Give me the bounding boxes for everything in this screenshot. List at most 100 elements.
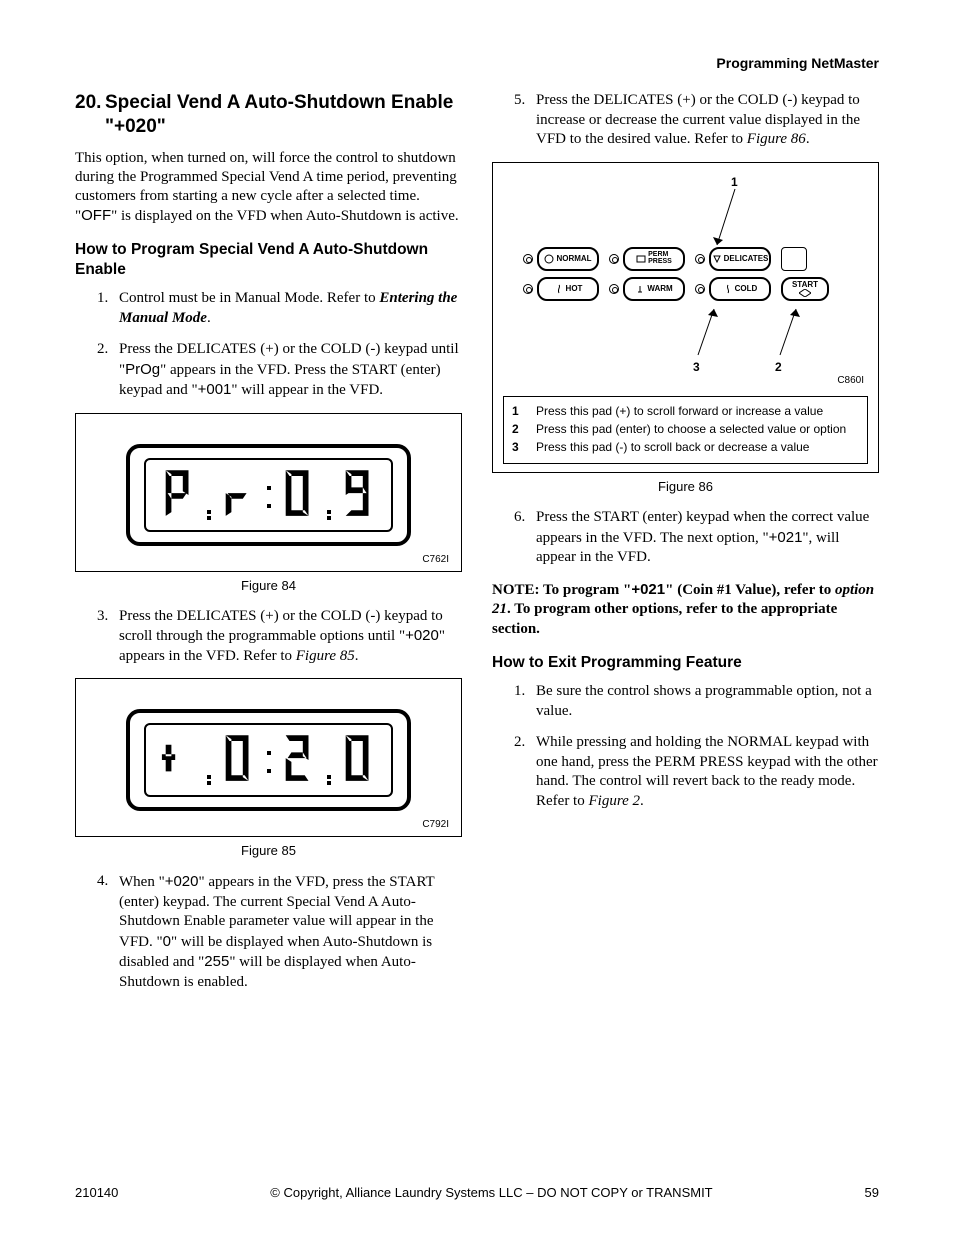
footer-doc-id: 210140 (75, 1185, 118, 1200)
step-body: Control must be in Manual Mode. Refer to… (119, 289, 462, 328)
vfd-digits (144, 723, 393, 797)
legend-row: 3Press this pad (-) to scroll back or de… (512, 439, 859, 455)
figure-84-caption: Figure 84 (75, 578, 462, 593)
keypad-row-2: HOT WARM COLD START (523, 277, 829, 301)
vfd-display-84 (76, 414, 461, 554)
step-6: 6. Press the START (enter) keypad when t… (514, 508, 879, 568)
exit-steps: 1. Be sure the control shows a programma… (514, 682, 879, 811)
permpress-button: PERMPRESS (623, 247, 685, 271)
figure-86-caption: Figure 86 (492, 479, 879, 494)
image-code: C762I (76, 554, 461, 571)
cold-button: COLD (709, 277, 771, 301)
seg-digit-plus (160, 731, 198, 789)
colon-icon (266, 735, 272, 785)
figure-84-box: C762I (75, 413, 462, 572)
keypad-legend: 1Press this pad (+) to scroll forward or… (503, 396, 868, 465)
program-steps: 1. Control must be in Manual Mode. Refer… (97, 289, 462, 401)
seg-digit-P (160, 466, 198, 524)
subheading-program: How to Program Special Vend A Auto-Shutd… (75, 240, 462, 279)
section-title-text: Special Vend A Auto-Shutdown Enable "+02… (105, 91, 462, 139)
section-number: 20. (75, 91, 105, 139)
right-column: 5. Press the DELICATES (+) or the COLD (… (492, 91, 879, 1004)
leader-line-icon (778, 305, 808, 360)
intro-paragraph: This option, when turned on, will force … (75, 149, 462, 227)
step-number: 2. (514, 733, 536, 811)
step-number: 6. (514, 508, 536, 568)
diamond-icon (799, 289, 811, 297)
page-footer: 210140 © Copyright, Alliance Laundry Sys… (75, 1185, 879, 1200)
shirt-icon (636, 254, 646, 264)
colon-icon (206, 735, 212, 785)
delicates-icon (712, 254, 722, 264)
seg-digit-0 (220, 731, 258, 789)
left-column: 20. Special Vend A Auto-Shutdown Enable … (75, 91, 462, 1004)
led-icon (523, 284, 533, 294)
step-number: 3. (97, 607, 119, 667)
program-steps-cont2: 4. When "+020" appears in the VFD, press… (97, 872, 462, 992)
cycle-icon (544, 254, 554, 264)
program-steps-right2: 6. Press the START (enter) keypad when t… (514, 508, 879, 568)
step-body: While pressing and holding the NORMAL ke… (536, 733, 879, 811)
legend-row: 1Press this pad (+) to scroll forward or… (512, 403, 859, 419)
program-steps-cont: 3. Press the DELICATES (+) or the COLD (… (97, 607, 462, 667)
content-columns: 20. Special Vend A Auto-Shutdown Enable … (75, 91, 879, 1004)
callout-3: 3 (693, 360, 700, 374)
exit-step-1: 1. Be sure the control shows a programma… (514, 682, 879, 721)
step-3: 3. Press the DELICATES (+) or the COLD (… (97, 607, 462, 667)
step-number: 4. (97, 872, 119, 992)
colon-icon (326, 470, 332, 520)
step-5: 5. Press the DELICATES (+) or the COLD (… (514, 91, 879, 150)
note-paragraph: NOTE: To program "+021" (Coin #1 Value),… (492, 580, 879, 640)
step-2: 2. Press the DELICATES (+) or the COLD (… (97, 340, 462, 401)
intro-tail: " is displayed on the VFD when Auto-Shut… (111, 208, 459, 224)
step-number: 5. (514, 91, 536, 150)
step-1: 1. Control must be in Manual Mode. Refer… (97, 289, 462, 328)
step-body: Press the DELICATES (+) or the COLD (-) … (536, 91, 879, 150)
hot-icon (554, 284, 564, 294)
led-icon (609, 284, 619, 294)
colon-icon (206, 470, 212, 520)
led-icon (523, 254, 533, 264)
figure-85-box: C792I (75, 678, 462, 837)
seg-digit-0 (340, 731, 378, 789)
step-number: 1. (97, 289, 119, 328)
exit-step-2: 2. While pressing and holding the NORMAL… (514, 733, 879, 811)
seg-digit-2 (280, 731, 318, 789)
vfd-display-85 (76, 679, 461, 819)
seg-digit-r (220, 466, 258, 524)
hot-button: HOT (537, 277, 599, 301)
keypad-row-1: NORMAL PERMPRESS DELICATES (523, 247, 829, 271)
subheading-exit: How to Exit Programming Feature (492, 653, 879, 672)
section-title: 20. Special Vend A Auto-Shutdown Enable … (75, 91, 462, 139)
warm-button: WARM (623, 277, 685, 301)
page-header: Programming NetMaster (75, 55, 879, 71)
step-body: Press the DELICATES (+) or the COLD (-) … (119, 607, 462, 667)
step-body: Press the START (enter) keypad when the … (536, 508, 879, 568)
callout-2: 2 (775, 360, 782, 374)
intro-off: OFF (81, 207, 111, 224)
cold-icon (723, 284, 733, 294)
image-code: C860I (503, 375, 868, 392)
step-4: 4. When "+020" appears in the VFD, press… (97, 872, 462, 992)
vfd-digits (144, 458, 393, 532)
step-body: Press the DELICATES (+) or the COLD (-) … (119, 340, 462, 401)
footer-copyright: © Copyright, Alliance Laundry Systems LL… (118, 1185, 864, 1200)
footer-page-number: 59 (865, 1185, 879, 1200)
colon-icon (326, 735, 332, 785)
colon-icon (266, 470, 272, 520)
keypad-diagram: 1 NORMAL PERMPRESS DELICATES HOT WARM (493, 163, 878, 473)
step-number: 1. (514, 682, 536, 721)
led-icon (695, 254, 705, 264)
warm-icon (635, 284, 645, 294)
step-body: When "+020" appears in the VFD, press th… (119, 872, 462, 992)
delicates-button: DELICATES (709, 247, 771, 271)
legend-row: 2Press this pad (enter) to choose a sele… (512, 421, 859, 437)
display-placeholder (781, 247, 807, 271)
seg-digit-0 (280, 466, 318, 524)
figure-85-caption: Figure 85 (75, 843, 462, 858)
normal-button: NORMAL (537, 247, 599, 271)
led-icon (609, 254, 619, 264)
image-code: C792I (76, 819, 461, 836)
leader-line-icon (713, 185, 743, 250)
program-steps-right: 5. Press the DELICATES (+) or the COLD (… (514, 91, 879, 150)
